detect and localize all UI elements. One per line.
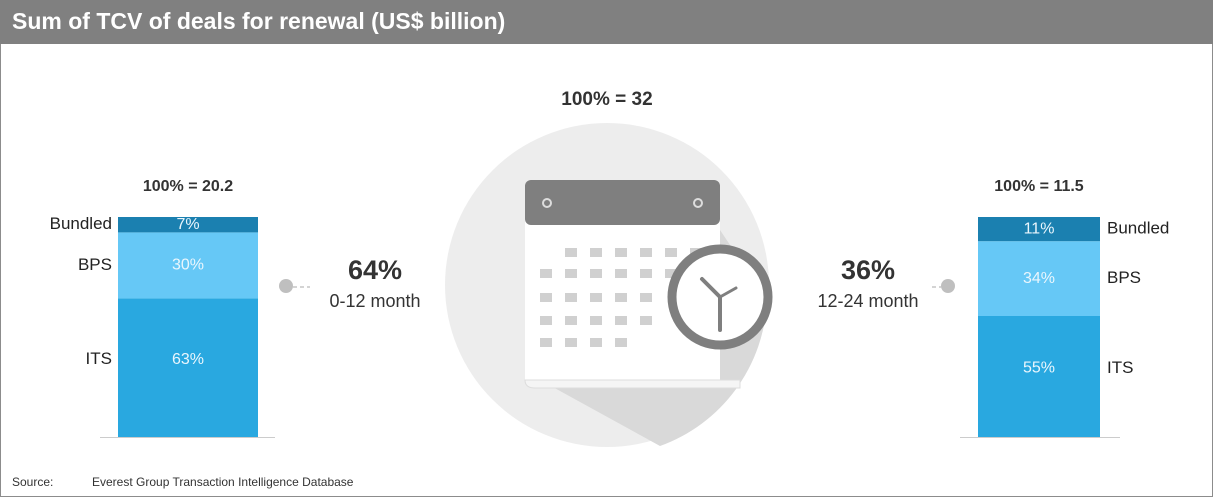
- segment-label: 34%: [1023, 270, 1055, 287]
- bar-segment: [978, 217, 1100, 242]
- segment-label: 11%: [1024, 220, 1055, 237]
- segment-label: 55%: [1023, 360, 1055, 377]
- calendar-illustration: [445, 123, 773, 447]
- connector-dot: [279, 279, 293, 293]
- total-label: 100% = 32: [561, 89, 652, 110]
- title: Sum of TCV of deals for renewal (US$ bil…: [12, 8, 505, 34]
- bar-segment: [978, 316, 1100, 437]
- bar-segment: [118, 217, 258, 233]
- segment-label: 30%: [172, 257, 204, 274]
- source-label: Source:: [12, 475, 53, 489]
- bar-segment: [978, 241, 1100, 316]
- bar-total-label: 100% = 11.5: [994, 178, 1084, 195]
- source: Everest Group Transaction Intelligence D…: [92, 475, 354, 489]
- legend-label: Bundled: [1107, 219, 1169, 238]
- segment-label: 63%: [172, 351, 204, 368]
- bar-segment: [118, 232, 258, 299]
- segment-label: 7%: [176, 216, 199, 233]
- bar-total-label: 100% = 20.2: [143, 178, 233, 195]
- title-bar: [0, 0, 1213, 44]
- bar-segment: [118, 298, 258, 437]
- legend-label: Bundled: [50, 214, 112, 233]
- period-label: 0-12 month: [329, 291, 420, 311]
- share-label: 36%: [841, 255, 895, 285]
- legend-label: BPS: [78, 255, 112, 274]
- share-label: 64%: [348, 255, 402, 285]
- connector-dot: [941, 279, 955, 293]
- legend-label: ITS: [86, 349, 112, 368]
- period-label: 12-24 month: [817, 291, 918, 311]
- legend-label: ITS: [1107, 358, 1133, 377]
- legend-label: BPS: [1107, 268, 1141, 287]
